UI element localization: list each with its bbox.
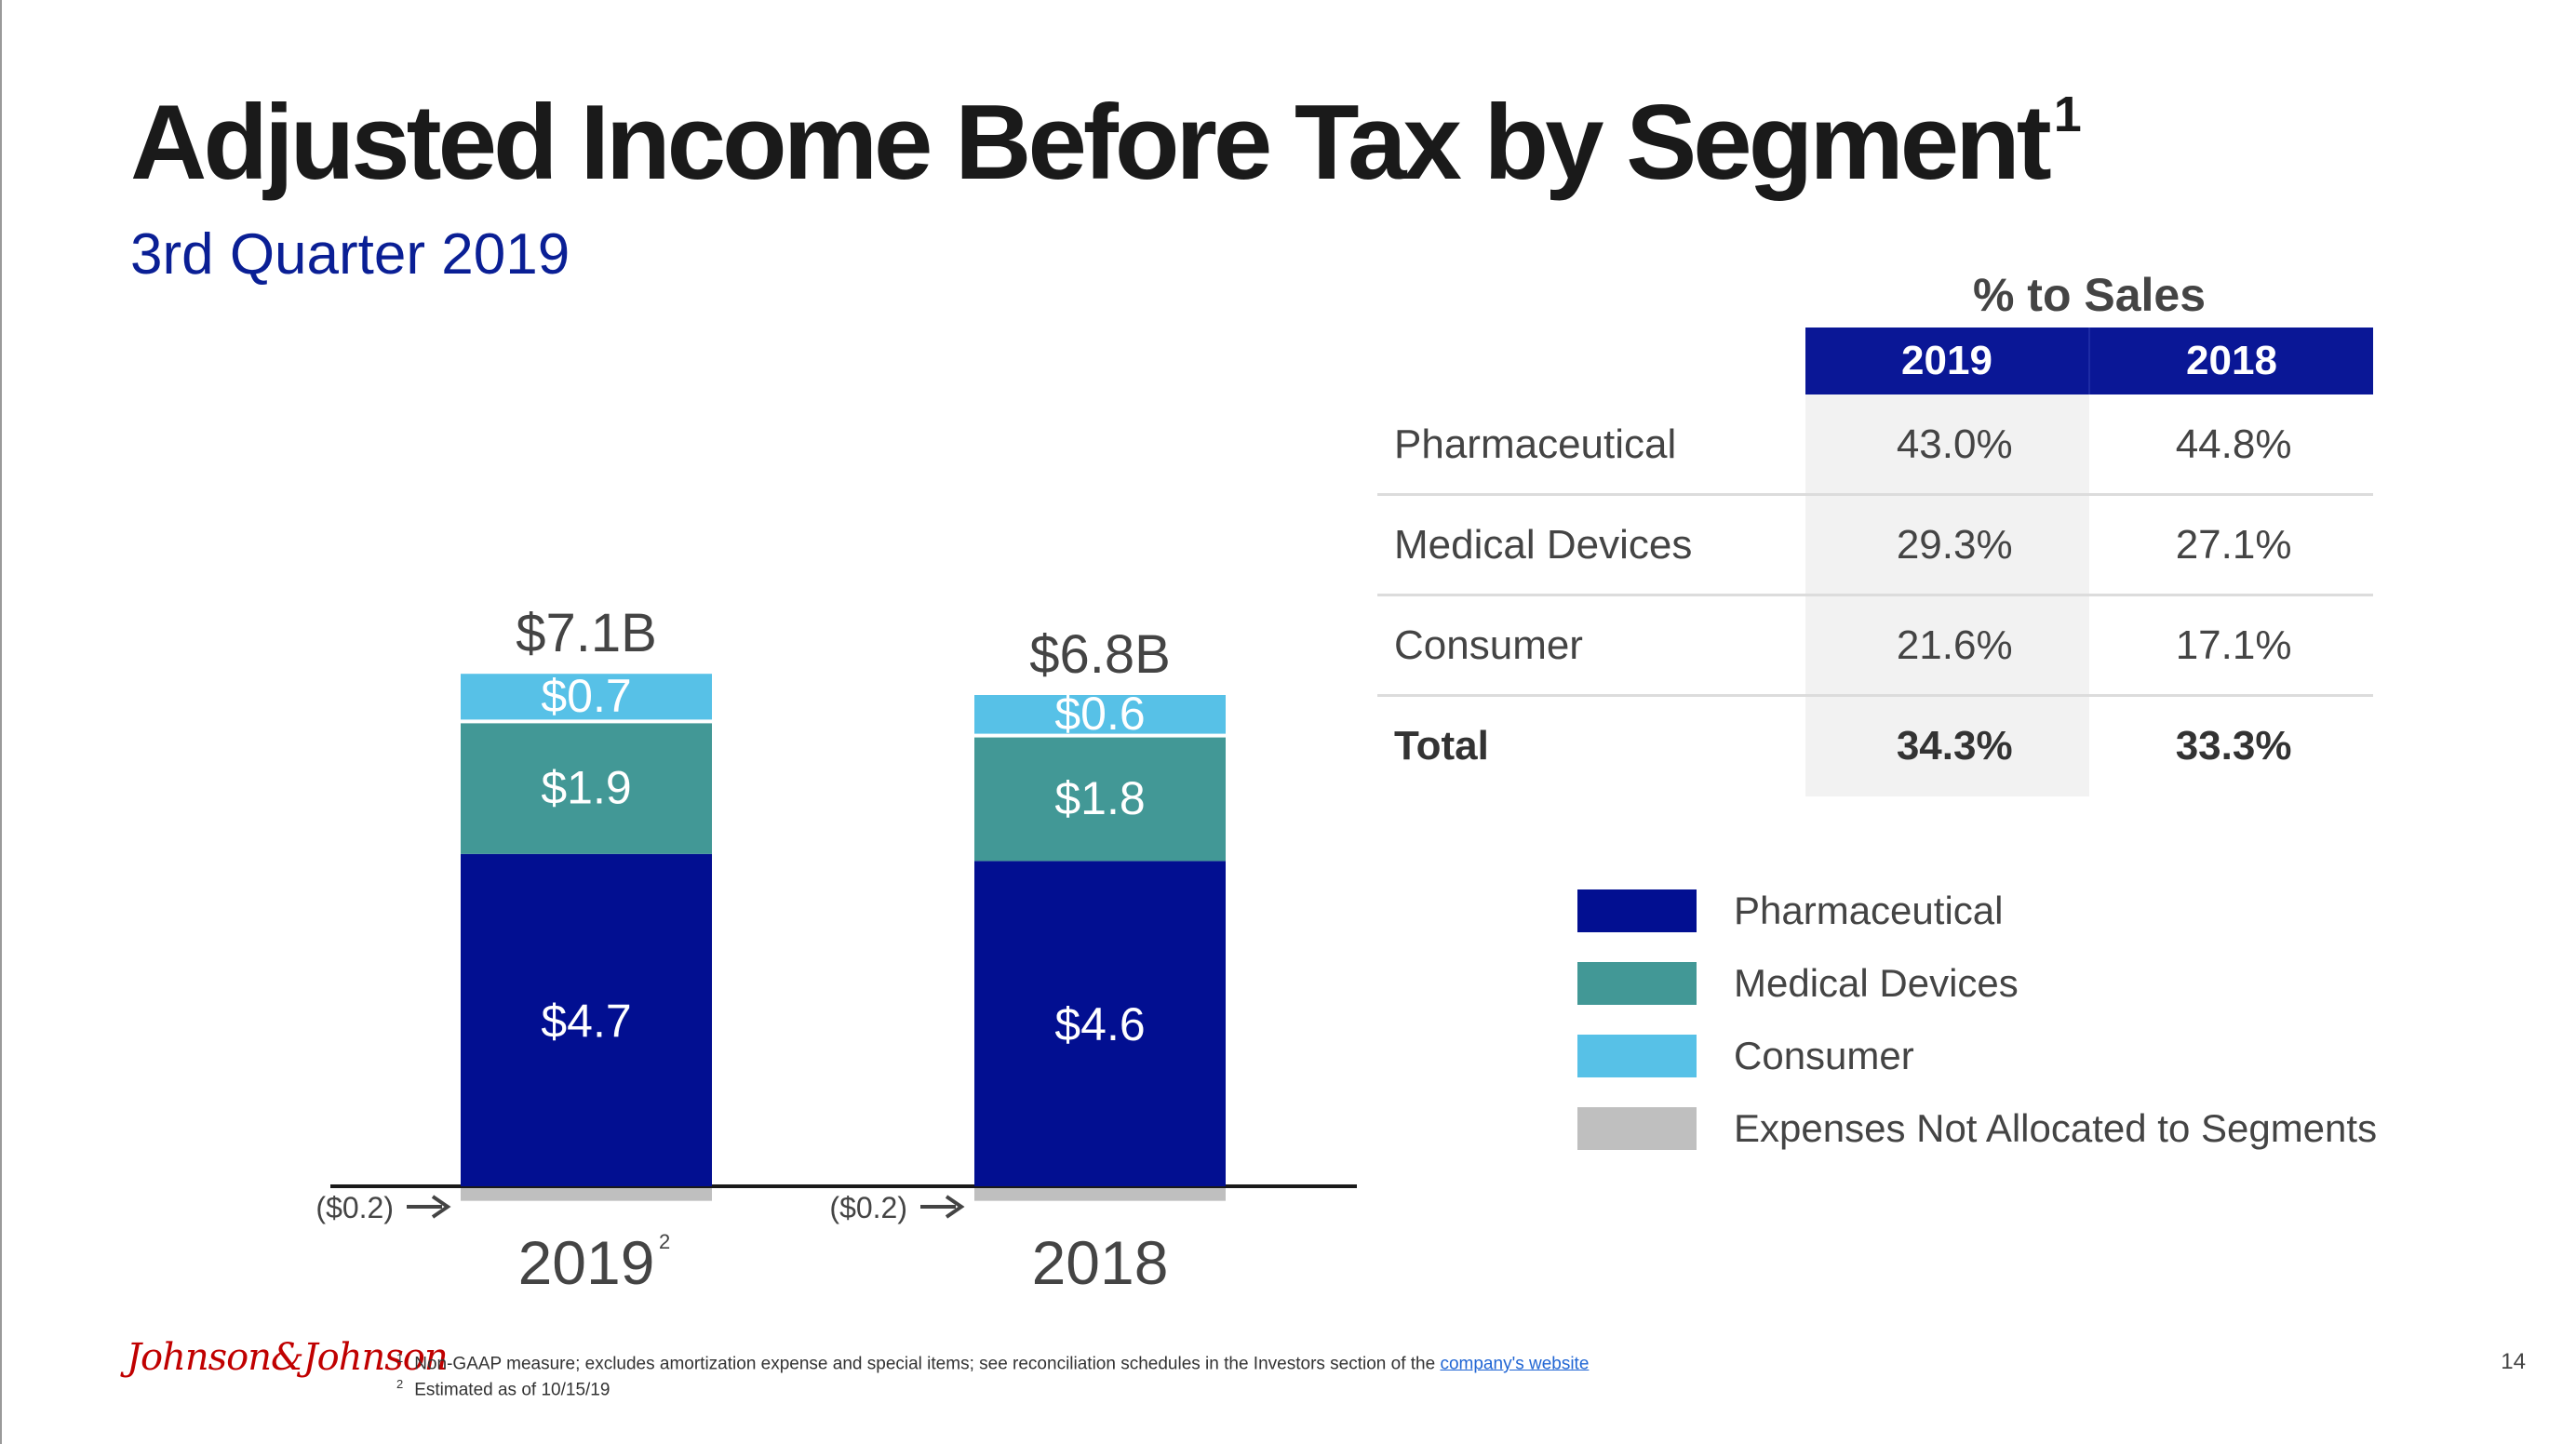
table-cell-2018: 27.1%: [2175, 522, 2292, 568]
table-divider: [1377, 594, 2373, 596]
legend-label: Pharmaceutical: [1734, 889, 2004, 932]
table-row-label: Consumer: [1394, 622, 1583, 668]
bar-label-consumer-2018: $0.6: [1054, 688, 1145, 740]
slide-edge: [0, 0, 2, 1444]
footnote-text: Non-GAAP measure; excludes amortization …: [414, 1354, 1441, 1374]
bar-segment-consumer-2018: [974, 695, 1226, 734]
table-cell-2018: 44.8%: [2175, 421, 2292, 467]
legend-item-consumer: Consumer: [1577, 1020, 2377, 1092]
negative-value-arrowhead-2019: [431, 1195, 451, 1219]
table-row-label: Pharmaceutical: [1394, 421, 1677, 467]
bar-segment-consumer-2019: [461, 674, 712, 720]
table-cell-2019: 21.6%: [1896, 622, 2013, 668]
bar-total-label-2018: $6.8B: [1029, 624, 1171, 685]
footnote-mark: 1: [396, 1351, 404, 1365]
bar-total-label-2019: $7.1B: [516, 603, 657, 663]
legend-swatch: [1577, 889, 1697, 932]
bar-segment-pharmaceutical-2019: [461, 853, 712, 1186]
negative-value-label-2018: ($0.2): [829, 1191, 907, 1224]
table-cell-2018: 33.3%: [2175, 723, 2292, 769]
table-divider: [1377, 493, 2373, 496]
table-header-2019: 2019: [1805, 328, 2088, 394]
legend-item-pharmaceutical: Pharmaceutical: [1577, 875, 2377, 947]
stacked-bar-chart: $4.7 $1.9 $0.7 ($0.2) $7.1B 2019 2 $4.6 $1.8 $0.6…: [315, 603, 1357, 1297]
chart-legend: Pharmaceutical Medical Devices Consumer …: [1577, 875, 2377, 1165]
legend-swatch: [1577, 962, 1697, 1005]
legend-label: Medical Devices: [1734, 961, 2019, 1005]
legend-swatch: [1577, 1035, 1697, 1077]
table-row-medical-devices: Medical Devices 29.3% 27.1%: [1377, 495, 2373, 595]
bar-label-consumer-2019: $0.7: [541, 670, 631, 722]
slide-title: Adjusted Income Before Tax by Segment 1: [130, 82, 2082, 204]
company-website-link[interactable]: company's website: [1440, 1354, 1590, 1374]
table-header: 2019 2018: [1805, 328, 2373, 394]
title-footnote-mark: 1: [2053, 87, 2082, 142]
category-label-2018: 2018: [1032, 1228, 1169, 1297]
bar-label-medical-devices-2018: $1.8: [1054, 772, 1145, 824]
bar-segment-medical-devices-2018: [974, 737, 1226, 862]
legend-item-not-allocated: Expenses Not Allocated to Segments: [1577, 1092, 2377, 1165]
legend-swatch: [1577, 1107, 1697, 1150]
bar-label-pharmaceutical-2019: $4.7: [541, 995, 631, 1047]
legend-label: Expenses Not Allocated to Segments: [1734, 1106, 2378, 1150]
table-header-2018: 2018: [2088, 328, 2373, 394]
bar-segment-expenses-not-allocated-to-segments-2018: [974, 1188, 1226, 1201]
bar-label-medical-devices-2019: $1.9: [541, 762, 631, 814]
bar-segment-expenses-not-allocated-to-segments-2019: [461, 1188, 712, 1201]
table-cell-2019: 43.0%: [1896, 421, 2013, 467]
table-row-pharmaceutical: Pharmaceutical 43.0% 44.8%: [1377, 394, 2373, 495]
table-cell-2019: 29.3%: [1896, 522, 2013, 568]
table-row-consumer: Consumer 21.6% 17.1%: [1377, 595, 2373, 696]
legend-item-medical-devices: Medical Devices: [1577, 947, 2377, 1020]
bar-segment-pharmaceutical-2018: [974, 861, 1226, 1186]
company-logo: Johnson&Johnson: [127, 1336, 449, 1379]
negative-value-label-2019: ($0.2): [315, 1191, 394, 1224]
category-footnote-mark-2019: 2: [659, 1230, 670, 1253]
table-title: % to Sales: [1972, 269, 2207, 321]
category-label-2019: 2019: [518, 1228, 655, 1297]
table-row-label: Total: [1394, 723, 1489, 769]
table-cell-2018: 17.1%: [2175, 622, 2292, 668]
legend-label: Consumer: [1734, 1034, 1914, 1077]
footnote-2: 2 Estimated as of 10/15/19: [396, 1377, 610, 1400]
table-cell-2019: 34.3%: [1896, 723, 2013, 769]
bar-segment-medical-devices-2019: [461, 723, 712, 854]
slide-subtitle: 3rd Quarter 2019: [130, 222, 570, 287]
table-row-total: Total 34.3% 33.3%: [1377, 696, 2373, 796]
table-divider: [1377, 694, 2373, 697]
footnote-mark: 2: [396, 1377, 404, 1391]
page-number: 14: [2501, 1349, 2526, 1374]
negative-value-arrowhead-2018: [945, 1195, 965, 1219]
footnote-1: 1 Non-GAAP measure; excludes amortization…: [396, 1351, 1589, 1374]
slide-title-text: Adjusted Income Before Tax by Segment: [130, 84, 2052, 202]
footnote-text: Estimated as of 10/15/19: [414, 1380, 610, 1400]
table-row-label: Medical Devices: [1394, 522, 1693, 568]
bar-label-pharmaceutical-2018: $4.6: [1054, 998, 1145, 1050]
